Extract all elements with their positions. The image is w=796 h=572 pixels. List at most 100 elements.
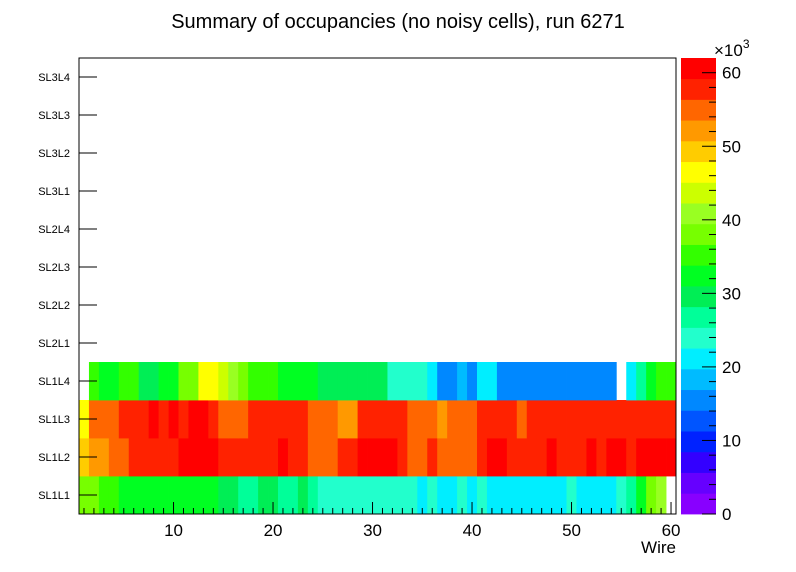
heatmap-cell bbox=[168, 400, 179, 439]
color-scale-multiplier: ×103 bbox=[714, 37, 750, 60]
x-tick-label: 60 bbox=[662, 521, 681, 540]
heatmap-cell bbox=[98, 438, 110, 477]
heatmap-cell bbox=[626, 362, 637, 401]
heatmap-cell bbox=[367, 476, 378, 515]
heatmap-cell bbox=[496, 400, 508, 439]
heatmap-cell bbox=[516, 400, 528, 439]
heatmap-cell bbox=[128, 438, 140, 477]
x-tick-label: 50 bbox=[562, 521, 581, 540]
plot-frame bbox=[78, 57, 677, 515]
heatmap-cell bbox=[297, 438, 309, 477]
color-scale-segment bbox=[681, 451, 716, 473]
heatmap-cell bbox=[337, 362, 349, 401]
heatmap-cell bbox=[307, 476, 319, 515]
heatmap-cell bbox=[168, 438, 179, 477]
color-scale-segment bbox=[681, 140, 716, 163]
heatmap-cell bbox=[646, 438, 657, 477]
heatmap-cell bbox=[586, 476, 597, 515]
heatmap-cell bbox=[347, 438, 358, 477]
heatmap-cell bbox=[506, 362, 518, 401]
heatmap-cell bbox=[417, 476, 428, 515]
color-scale-segment bbox=[681, 265, 716, 287]
heatmap-cell bbox=[666, 400, 677, 439]
color-scale-segment bbox=[681, 493, 716, 515]
heatmap-cell bbox=[258, 400, 269, 439]
heatmap-cell bbox=[447, 362, 458, 401]
heatmap-cell bbox=[168, 476, 179, 515]
heatmap-cell bbox=[138, 476, 150, 515]
heatmap-cell bbox=[307, 438, 319, 477]
heatmap-cell bbox=[626, 400, 637, 439]
heatmap-cell bbox=[526, 400, 538, 439]
y-tick-label: SL1L2 bbox=[38, 452, 70, 464]
heatmap-cell bbox=[596, 362, 607, 401]
y-tick-label: SL1L3 bbox=[38, 414, 70, 426]
heatmap-cell bbox=[228, 400, 239, 439]
heatmap-cell bbox=[646, 476, 657, 515]
heatmap-cell bbox=[417, 400, 428, 439]
heatmap-cell bbox=[496, 362, 508, 401]
heatmap-cell bbox=[317, 438, 329, 477]
color-scale-tick-label: 40 bbox=[722, 211, 741, 230]
heatmap-cell bbox=[158, 438, 169, 477]
heatmap-cell bbox=[188, 400, 199, 439]
heatmap-cell bbox=[287, 476, 299, 515]
color-scale-segment bbox=[681, 410, 716, 432]
heatmap-cell bbox=[178, 476, 189, 515]
heatmap-cell bbox=[586, 362, 597, 401]
color-scale-segment bbox=[681, 58, 716, 80]
color-scale-segment bbox=[681, 203, 716, 225]
color-scale-segment bbox=[681, 78, 716, 100]
heatmap-cell bbox=[307, 362, 319, 401]
heatmap-cell bbox=[98, 476, 110, 515]
y-axis: SL1L1 SL1L2 SL1L3 SL1L4 SL2L1 SL2L2 SL2L3 SL2L4… bbox=[38, 72, 97, 502]
heatmap-cell bbox=[666, 438, 677, 477]
heatmap-cell bbox=[148, 362, 159, 401]
heatmap-cell bbox=[178, 438, 189, 477]
heatmap-cell bbox=[636, 362, 647, 401]
heatmap-cell bbox=[457, 438, 468, 477]
heatmap-cell bbox=[536, 400, 548, 439]
heatmap-cell bbox=[367, 438, 378, 477]
color-scale-segment bbox=[681, 327, 716, 349]
heatmap-cell bbox=[327, 438, 339, 477]
color-scale-tick-label: 60 bbox=[722, 64, 741, 83]
heatmap-cell bbox=[486, 400, 498, 439]
heatmap-cell bbox=[626, 438, 637, 477]
y-tick-label: SL1L4 bbox=[38, 376, 70, 388]
color-scale-segment bbox=[681, 431, 716, 453]
heatmap-cell bbox=[596, 400, 607, 439]
color-scale-segment bbox=[681, 306, 716, 328]
heatmap-cell bbox=[148, 400, 159, 439]
color-scale-segment bbox=[681, 348, 716, 370]
heatmap-cell bbox=[108, 476, 120, 515]
heatmap-cell bbox=[138, 362, 150, 401]
heatmap-cell bbox=[218, 362, 229, 401]
heatmap-cell bbox=[666, 362, 677, 401]
heatmap-cell bbox=[218, 476, 229, 515]
heatmap-cell bbox=[437, 362, 448, 401]
heatmap-cell bbox=[218, 438, 229, 477]
heatmap-cell bbox=[128, 476, 140, 515]
heatmap-cell bbox=[337, 400, 349, 439]
heatmap-cell bbox=[98, 400, 110, 439]
color-scale-segment bbox=[681, 161, 716, 183]
heatmap-cell bbox=[536, 476, 548, 515]
color-scale-tick-label: 0 bbox=[722, 505, 731, 524]
color-scale-segment bbox=[681, 182, 716, 204]
heatmap-cell bbox=[417, 438, 428, 477]
heatmap-cell bbox=[606, 476, 617, 515]
heatmap-cell bbox=[248, 400, 259, 439]
heatmap-cell bbox=[407, 438, 418, 477]
heatmap-cell bbox=[357, 362, 368, 401]
heatmap-cell bbox=[437, 476, 448, 515]
heatmap-cell bbox=[158, 400, 169, 439]
heatmap-cell bbox=[327, 476, 339, 515]
heatmap-cell bbox=[118, 362, 130, 401]
heatmap-cell bbox=[407, 476, 418, 515]
heatmap-cell bbox=[118, 438, 130, 477]
heatmap-cell bbox=[118, 400, 130, 439]
heatmap-cell bbox=[437, 400, 448, 439]
heatmap-cell bbox=[656, 476, 667, 515]
heatmap-cell bbox=[457, 362, 468, 401]
